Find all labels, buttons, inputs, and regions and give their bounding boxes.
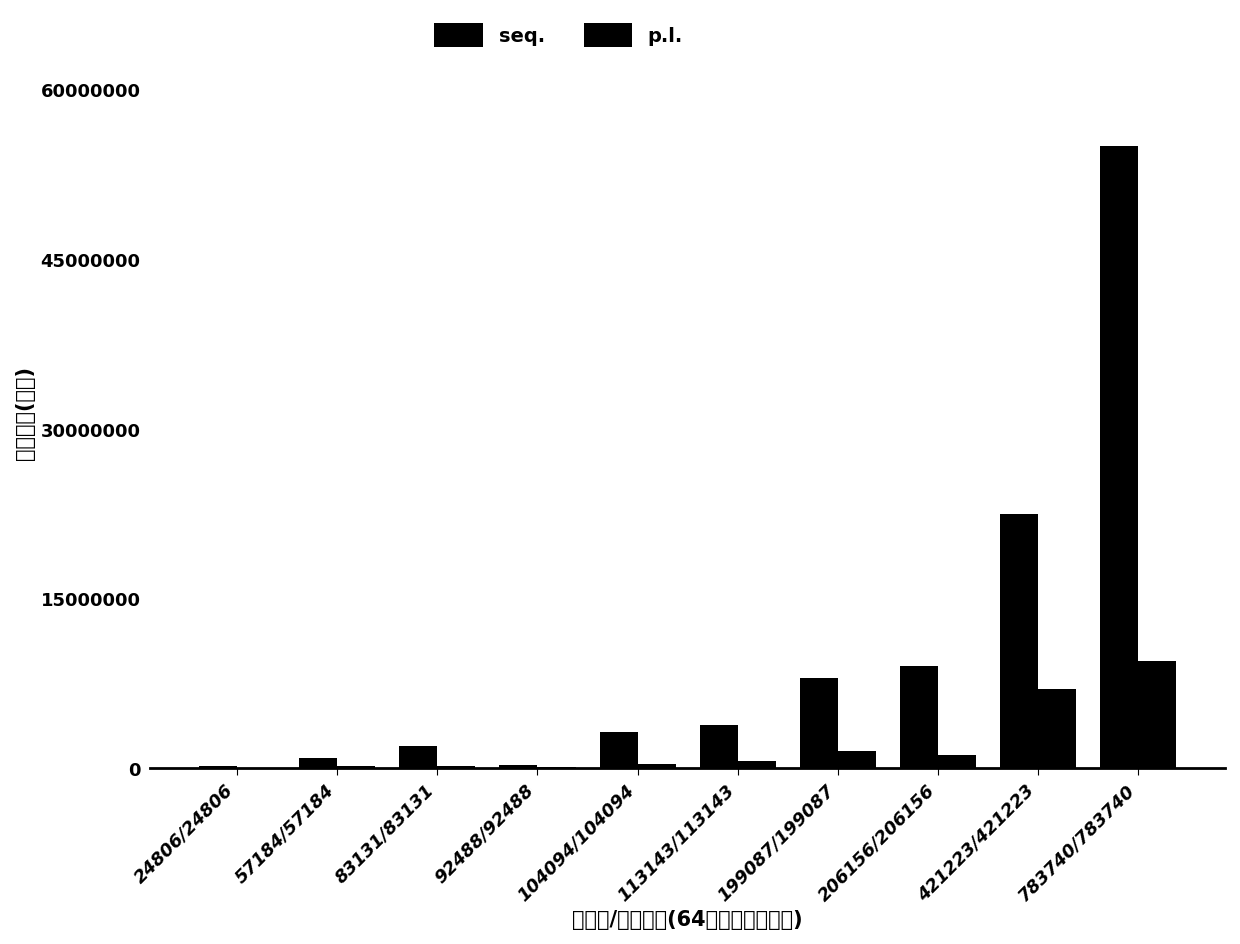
Bar xyxy=(537,767,575,768)
Bar xyxy=(738,762,776,768)
Bar xyxy=(438,767,475,768)
Bar xyxy=(999,514,1038,768)
Bar xyxy=(800,678,838,768)
Bar xyxy=(1038,689,1076,768)
Bar xyxy=(200,767,237,768)
Bar xyxy=(838,751,875,768)
Legend: seq., p.l.: seq., p.l. xyxy=(427,16,691,56)
Bar xyxy=(699,725,738,768)
Bar xyxy=(937,755,976,768)
Bar xyxy=(1138,661,1177,768)
Bar xyxy=(500,765,537,768)
Bar xyxy=(1100,146,1138,768)
Bar xyxy=(337,767,376,768)
Y-axis label: 运行时间(微秒): 运行时间(微秒) xyxy=(15,365,35,459)
Bar xyxy=(399,746,438,768)
Bar xyxy=(600,733,637,768)
Bar xyxy=(900,666,937,768)
X-axis label: 被乘数/乘数规模(64位无符号长整型): 被乘数/乘数规模(64位无符号长整型) xyxy=(573,909,804,929)
Bar xyxy=(637,765,676,768)
Bar xyxy=(299,758,337,768)
